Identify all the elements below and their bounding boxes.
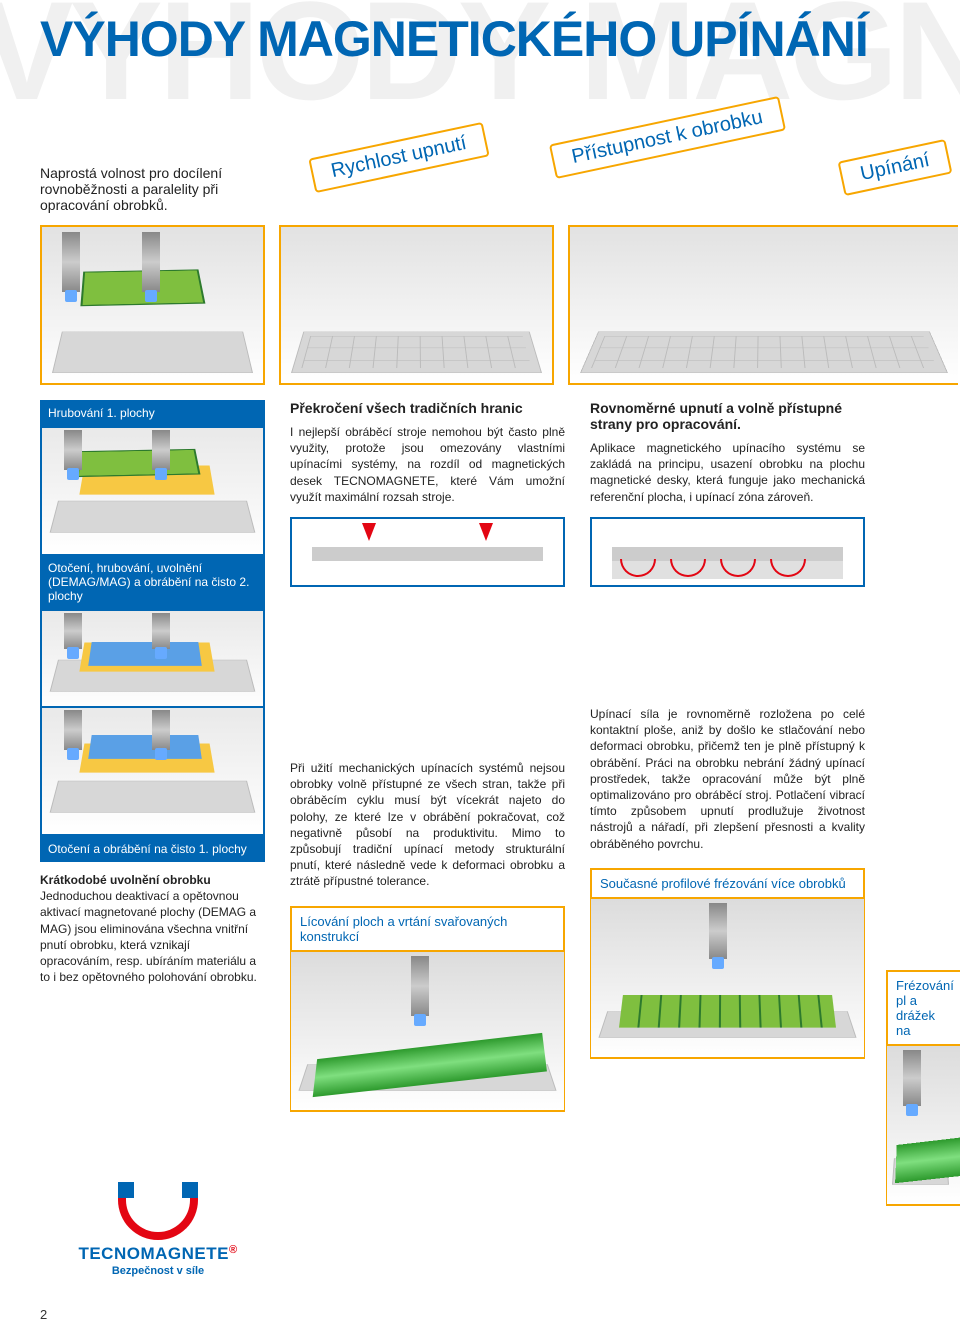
banner-speed: Rychlost upnutí xyxy=(308,122,489,193)
page-title: VÝHODY MAGNETICKÉHO UPÍNÁNÍ xyxy=(40,10,868,68)
page-number: 2 xyxy=(40,1307,47,1322)
hero-row xyxy=(40,225,960,385)
subcaption-1: Lícování ploch a vrtání svařovaných kons… xyxy=(290,906,565,952)
intro-text: Naprostá volnost pro docílení rovnoběžno… xyxy=(40,165,265,213)
release-body: Jednoduchou deaktivací a opětovnou aktiv… xyxy=(40,889,257,984)
process-image-1 xyxy=(290,952,565,1112)
hero-image-2 xyxy=(279,225,554,385)
section2-heading: Rovnoměrné upnutí a volně přístupné stra… xyxy=(590,400,865,432)
force-diagram-magnet xyxy=(590,517,865,587)
release-heading: Krátkodobé uvolnění obrobku xyxy=(40,873,211,887)
caption-3: Otočení a obrábění na čisto 1. plochy xyxy=(40,836,265,862)
logo-block: TECNOMAGNETE® Bezpečnost v síle xyxy=(68,1190,248,1277)
low-text-col-2: Upínací síla je rovnoměrně rozložena po … xyxy=(590,706,865,1059)
low-text-col-1: Při užití mechanických upínacích systémů… xyxy=(290,760,565,1112)
section3-body: Při užití mechanických upínacích systémů… xyxy=(290,760,565,890)
section4-body: Upínací síla je rovnoměrně rozložena po … xyxy=(590,706,865,852)
section2-body: Aplikace magnetického upínacího systému … xyxy=(590,440,865,505)
thumb-2 xyxy=(40,609,265,715)
banner-clamping: Upínání xyxy=(838,139,953,196)
hero-image-3 xyxy=(568,225,958,385)
subcaption-2: Současné profilové frézování více obrobk… xyxy=(590,868,865,899)
caption-2: Otočení, hrubování, uvolnění (DEMAG/MAG)… xyxy=(40,556,265,609)
mid-text-col-2: Rovnoměrné upnutí a volně přístupné stra… xyxy=(590,400,865,587)
section1-body: I nejlepší obráběcí stroje nemohou být č… xyxy=(290,424,565,505)
hero-image-1 xyxy=(40,225,265,385)
process-image-3 xyxy=(886,1046,960,1206)
caption-1: Hrubování 1. plochy xyxy=(40,400,265,426)
thumb-3 xyxy=(40,706,265,836)
thumb-1 xyxy=(40,426,265,556)
process-image-2 xyxy=(590,899,865,1059)
low-left-column: Otočení a obrábění na čisto 1. plochy Kr… xyxy=(40,706,265,985)
force-diagram-arrows xyxy=(290,517,565,587)
logo-icon xyxy=(118,1190,198,1240)
mid-text-col-1: Překročení všech tradičních hranic I nej… xyxy=(290,400,565,587)
mid-left-column: Hrubování 1. plochy Otočení, hrubování, … xyxy=(40,400,265,715)
subcaption-3: Frézování pl a drážek na xyxy=(886,970,960,1046)
low-text-col-3: Frézování pl a drážek na xyxy=(886,970,960,1206)
logo-name: TECNOMAGNETE® xyxy=(68,1244,248,1264)
logo-tagline: Bezpečnost v síle xyxy=(68,1265,248,1277)
section1-heading: Překročení všech tradičních hranic xyxy=(290,400,565,416)
